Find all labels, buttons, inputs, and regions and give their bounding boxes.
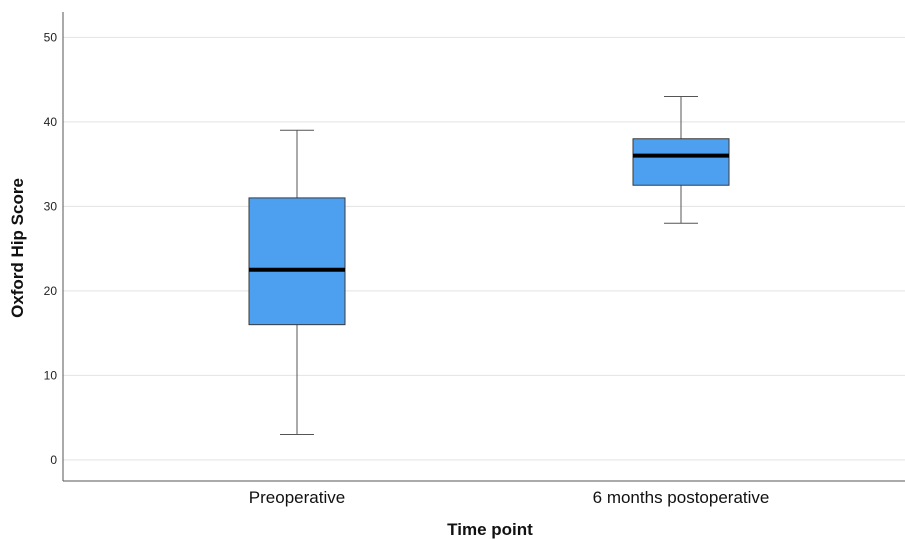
iqr-box	[248, 197, 346, 326]
y-tick-label-0: 0	[50, 453, 57, 467]
y-tick-label-40: 40	[44, 115, 58, 129]
y-tick-label-20: 20	[44, 284, 58, 298]
x-category-labels: Preoperative 6 months postoperative	[249, 488, 770, 507]
box-plot-series	[248, 96, 730, 436]
x-category-label: Preoperative	[249, 488, 345, 507]
box-postoperative	[632, 96, 730, 224]
iqr-box	[632, 138, 730, 186]
y-axis-title: Oxford Hip Score	[8, 178, 27, 318]
box-preoperative	[248, 129, 346, 436]
y-tick-label-10: 10	[44, 368, 58, 382]
x-axis-title: Time point	[447, 520, 533, 539]
y-tick-label-30: 30	[44, 199, 58, 213]
gridlines	[63, 36, 905, 461]
x-category-label: 6 months postoperative	[593, 488, 770, 507]
axes	[62, 12, 905, 482]
y-tick-label-50: 50	[44, 30, 58, 44]
y-tick-labels: 0 10 20 30 40 50	[44, 30, 58, 467]
